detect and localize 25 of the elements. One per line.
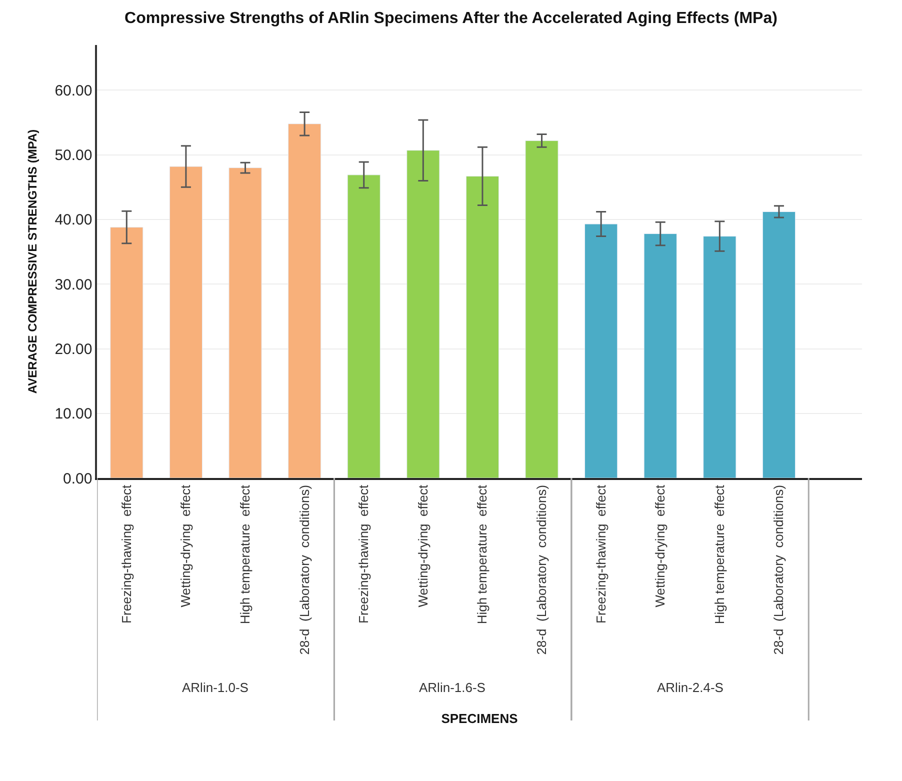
- x-tick-label: 28-d (Laboratory conditions): [296, 484, 312, 655]
- x-tick-label: High temperature effect: [237, 484, 252, 624]
- x-tick-label: Freezing-thawing effect: [593, 484, 608, 624]
- x-tick-label: Wetting-drying effect: [178, 484, 194, 608]
- y-tick-label: 30.00: [54, 276, 92, 294]
- y-tick-label: 50.00: [54, 147, 92, 164]
- x-tick-label: 28-d (Laboratory conditions): [534, 484, 549, 655]
- x-tick-label: 28-d (Laboratory conditions): [771, 484, 786, 655]
- y-tick-label: 0.00: [63, 470, 92, 488]
- text: ARlin-2.4-S: [657, 680, 724, 695]
- x-tick-label: Freezing-thawing effect: [118, 484, 134, 624]
- x-tick-label: High temperature effect: [712, 484, 727, 624]
- x-tick-label: High temperature effect: [474, 484, 490, 624]
- text: ARlin-1.0-S: [182, 680, 249, 695]
- y-tick-label: 20.00: [54, 341, 92, 358]
- x-axis-title: SPECIMENS: [441, 710, 518, 726]
- y-axis-title: AVERAGE COMPRESSIVE STRENGTHS (MPA): [26, 129, 40, 394]
- x-tick-label: Freezing-thawing effect: [356, 484, 372, 624]
- x-tick-label: Wetting-drying effect: [652, 484, 668, 608]
- y-tick-label: 40.00: [54, 212, 92, 229]
- chart-title: Compressive Strengths of ARlin Specimens After the Accelerated Aging Effects (MPa): [124, 10, 778, 27]
- y-tick-label: 10.00: [54, 406, 92, 423]
- text: ARlin-1.6-S: [419, 680, 486, 695]
- x-tick-label: Wetting-drying effect: [415, 484, 430, 608]
- y-tick-label: 60.00: [54, 82, 92, 100]
